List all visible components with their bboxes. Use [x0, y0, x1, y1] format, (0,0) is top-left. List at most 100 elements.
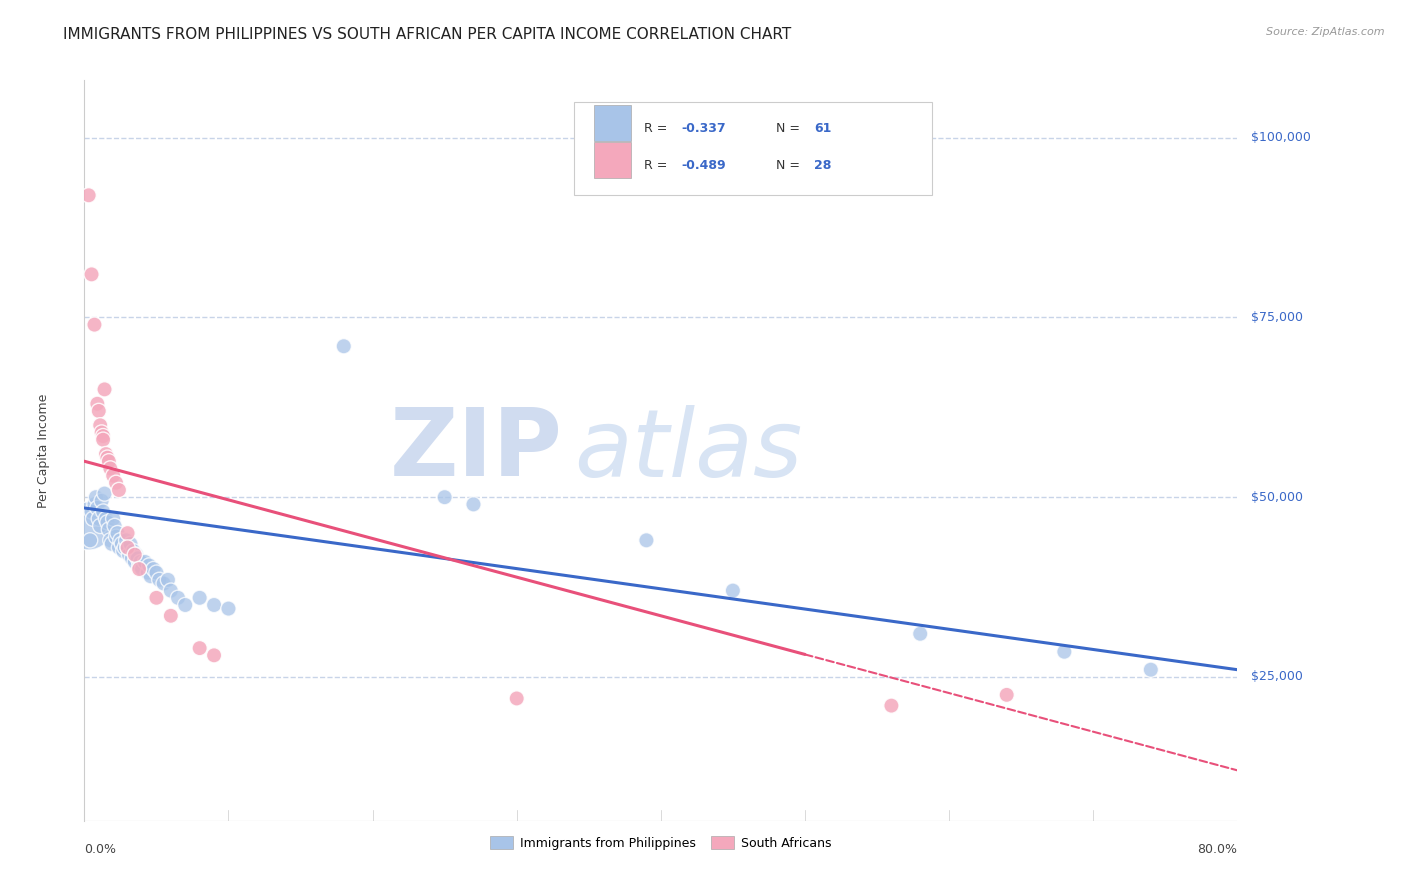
- FancyBboxPatch shape: [593, 142, 631, 178]
- Point: [77, 519, 100, 533]
- Point: [506, 691, 529, 706]
- Point: [90, 425, 112, 440]
- Text: -0.337: -0.337: [682, 122, 725, 136]
- Point: [77, 188, 100, 202]
- Point: [105, 530, 128, 544]
- Point: [98, 461, 121, 475]
- Point: [188, 591, 211, 605]
- Point: [86, 500, 108, 515]
- Point: [433, 490, 456, 504]
- Point: [138, 558, 160, 573]
- Text: Source: ZipAtlas.com: Source: ZipAtlas.com: [1267, 27, 1385, 37]
- Point: [82, 512, 104, 526]
- Point: [721, 583, 744, 598]
- Point: [98, 533, 121, 548]
- Point: [100, 537, 122, 551]
- Point: [131, 562, 153, 576]
- Point: [152, 576, 174, 591]
- Point: [156, 573, 179, 587]
- Text: $50,000: $50,000: [1251, 491, 1303, 504]
- Point: [160, 608, 183, 623]
- Point: [87, 512, 110, 526]
- Point: [107, 526, 129, 541]
- Point: [112, 544, 135, 558]
- Point: [120, 537, 142, 551]
- Point: [174, 598, 197, 612]
- Point: [118, 548, 141, 562]
- Point: [83, 497, 105, 511]
- Point: [636, 533, 658, 548]
- Point: [145, 591, 167, 605]
- Text: IMMIGRANTS FROM PHILIPPINES VS SOUTH AFRICAN PER CAPITA INCOME CORRELATION CHART: IMMIGRANTS FROM PHILIPPINES VS SOUTH AFR…: [63, 27, 792, 42]
- Point: [128, 558, 150, 573]
- Point: [87, 404, 110, 418]
- Point: [80, 504, 103, 518]
- Point: [105, 475, 128, 490]
- Point: [124, 555, 146, 569]
- Point: [160, 583, 183, 598]
- Point: [124, 548, 146, 562]
- Text: $25,000: $25,000: [1251, 671, 1303, 683]
- Point: [96, 516, 118, 530]
- Point: [117, 526, 139, 541]
- Point: [117, 541, 139, 555]
- Point: [110, 533, 132, 548]
- Point: [89, 519, 111, 533]
- Point: [80, 268, 103, 282]
- Text: N =: N =: [776, 160, 804, 172]
- Point: [880, 698, 903, 713]
- Point: [121, 551, 143, 566]
- Text: N =: N =: [776, 122, 804, 136]
- Point: [91, 433, 114, 447]
- Legend: Immigrants from Philippines, South Africans: Immigrants from Philippines, South Afric…: [485, 831, 837, 855]
- Point: [202, 598, 225, 612]
- Point: [108, 541, 131, 555]
- Text: -0.489: -0.489: [682, 160, 725, 172]
- Point: [93, 486, 115, 500]
- Text: R =: R =: [644, 122, 671, 136]
- FancyBboxPatch shape: [593, 105, 631, 141]
- Point: [97, 454, 120, 468]
- Text: R =: R =: [644, 160, 671, 172]
- Point: [115, 533, 138, 548]
- Point: [103, 468, 124, 483]
- Text: 80.0%: 80.0%: [1198, 843, 1237, 855]
- Point: [90, 493, 112, 508]
- Point: [127, 551, 149, 566]
- Point: [145, 566, 167, 580]
- Point: [129, 555, 152, 569]
- Point: [1053, 645, 1076, 659]
- FancyBboxPatch shape: [575, 103, 932, 195]
- Point: [84, 490, 107, 504]
- Point: [463, 497, 485, 511]
- Point: [122, 544, 145, 558]
- Point: [128, 562, 150, 576]
- Text: 61: 61: [814, 122, 831, 136]
- Point: [93, 383, 115, 397]
- Point: [202, 648, 225, 663]
- Point: [1140, 663, 1163, 677]
- Point: [136, 566, 159, 580]
- Point: [103, 512, 124, 526]
- Point: [96, 450, 118, 465]
- Text: Per Capita Income: Per Capita Income: [37, 393, 49, 508]
- Point: [94, 512, 117, 526]
- Point: [94, 447, 117, 461]
- Point: [86, 397, 108, 411]
- Text: 28: 28: [814, 160, 831, 172]
- Point: [142, 562, 165, 576]
- Text: $75,000: $75,000: [1251, 311, 1303, 324]
- Point: [910, 626, 932, 640]
- Point: [117, 541, 139, 555]
- Point: [91, 504, 114, 518]
- Point: [83, 318, 105, 332]
- Point: [97, 523, 120, 537]
- Text: atlas: atlas: [575, 405, 803, 496]
- Point: [111, 537, 134, 551]
- Point: [114, 541, 136, 555]
- Point: [218, 601, 240, 615]
- Point: [188, 641, 211, 656]
- Point: [333, 339, 356, 353]
- Point: [125, 548, 148, 562]
- Point: [139, 569, 162, 583]
